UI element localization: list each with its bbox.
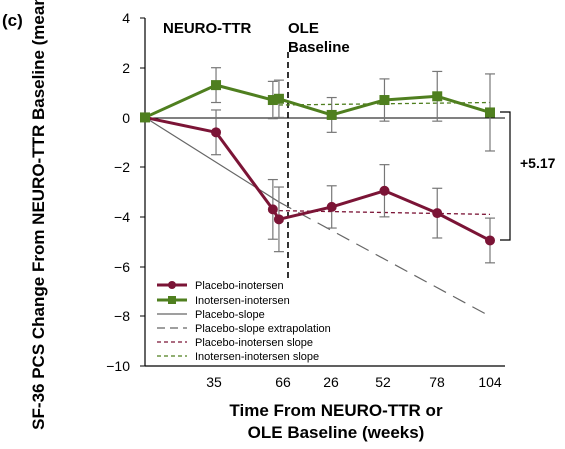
x-tick-label: 35	[206, 374, 222, 390]
legend-label: Placebo-slope extrapolation	[195, 323, 331, 335]
data-point-placebo-inotersen	[379, 186, 389, 196]
y-tick-label: −4	[114, 209, 130, 225]
data-point-inotersen-inotersen	[327, 110, 337, 120]
data-point-inotersen-inotersen	[274, 94, 284, 104]
legend-entry-placebo-slope: Placebo-slope	[157, 309, 265, 321]
x-tick-label: 78	[429, 374, 445, 390]
legend-entry-placebo-inotersen-slope: Placebo-inotersen slope	[157, 337, 313, 349]
legend-label: Placebo-inotersen	[195, 280, 284, 292]
y-tick-label: −6	[114, 259, 130, 275]
legend-entry-placebo-inotersen: Placebo-inotersen	[157, 280, 284, 292]
x-tick-label: 52	[375, 374, 391, 390]
data-point-placebo-inotersen	[432, 208, 442, 218]
y-axis-label: SF-36 PCS Change From NEURO-TTR Baseline…	[29, 0, 48, 430]
data-point-inotersen-inotersen	[379, 95, 389, 105]
x-tick-label: 66	[275, 374, 291, 390]
data-point-placebo-inotersen	[211, 127, 221, 137]
x-axis-label-line1: Time From NEURO-TTR or	[229, 401, 443, 420]
difference-bracket	[500, 112, 510, 240]
legend-label: Inotersen-inotersen slope	[195, 351, 319, 363]
y-tick-label: −2	[114, 159, 130, 175]
y-tick-label: −8	[114, 308, 130, 324]
data-point-inotersen-inotersen	[211, 80, 221, 90]
legend-entry-inotersen-inotersen: Inotersen-inotersen	[157, 295, 290, 307]
legend-entry-inotersen-inotersen-slope: Inotersen-inotersen slope	[157, 351, 319, 363]
phase-label-neuro-ttr: NEURO-TTR	[163, 20, 251, 37]
y-ticks: 4 2 0 −2 −4 −6 −8 −10	[106, 10, 145, 374]
data-point-placebo-inotersen	[485, 235, 495, 245]
slope-line-placebo-slope-extrapolation	[279, 202, 490, 316]
x-ticks: 35 66 26 52 78 104	[206, 374, 502, 390]
y-tick-label: 4	[122, 10, 130, 26]
legend: Placebo-inotersen Inotersen-inotersen Pl…	[157, 280, 331, 363]
y-tick-label: 0	[122, 110, 130, 126]
phase-label-baseline: Baseline	[288, 39, 350, 56]
data-point-placebo-inotersen	[274, 214, 284, 224]
data-point-inotersen-inotersen	[432, 91, 442, 101]
legend-label: Placebo-slope	[195, 309, 265, 321]
legend-entry-placebo-slope-extrapolation: Placebo-slope extrapolation	[157, 323, 331, 335]
x-tick-label: 26	[323, 374, 339, 390]
data-point-placebo-inotersen	[327, 202, 337, 212]
phase-label-ole: OLE	[288, 20, 319, 37]
data-point-placebo-inotersen	[268, 204, 278, 214]
y-tick-label: −10	[106, 358, 130, 374]
x-tick-label: 104	[478, 374, 502, 390]
error-bars	[211, 68, 495, 263]
data-point-inotersen-inotersen	[485, 107, 495, 117]
legend-swatch-marker	[168, 281, 176, 289]
data-point-inotersen-inotersen	[140, 112, 150, 122]
legend-label: Inotersen-inotersen	[195, 295, 290, 307]
panel-label: (c)	[2, 11, 23, 30]
y-tick-label: 2	[122, 60, 130, 76]
x-axis-label-line2: OLE Baseline (weeks)	[248, 423, 425, 442]
series-line-placebo-inotersen	[145, 117, 490, 240]
legend-label: Placebo-inotersen slope	[195, 337, 313, 349]
legend-swatch-marker	[168, 296, 176, 304]
difference-annotation: +5.17	[520, 155, 556, 171]
